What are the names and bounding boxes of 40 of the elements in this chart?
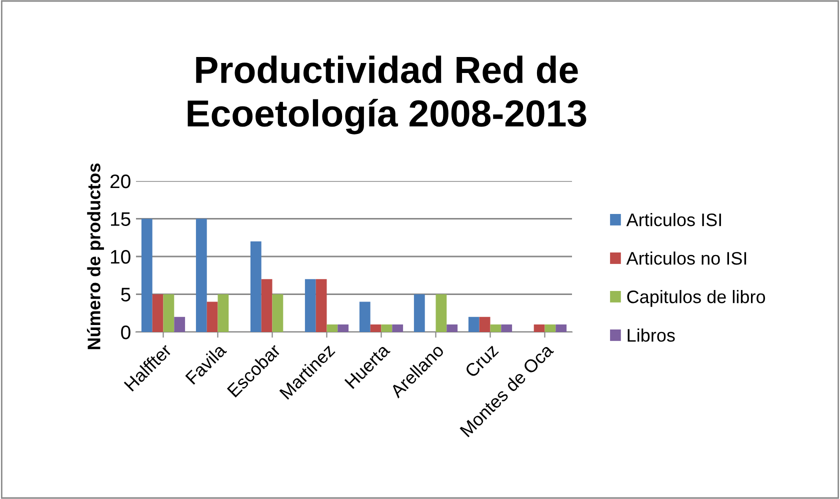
legend-label: Articulos ISI — [626, 212, 721, 226]
bar — [501, 324, 512, 332]
bar — [163, 294, 174, 332]
bar — [534, 324, 545, 332]
bar — [414, 294, 425, 332]
x-tick-label: Cruz — [464, 343, 499, 378]
bar — [556, 324, 567, 332]
bar — [316, 279, 327, 332]
bar — [141, 218, 152, 332]
y-tick-label: 15 — [110, 212, 130, 226]
legend-label: Libros — [628, 328, 675, 342]
legend-label: Articulos no ISI — [626, 251, 746, 265]
bar — [304, 279, 316, 332]
bar — [381, 324, 392, 332]
y-tick-label: 5 — [121, 288, 130, 302]
bar — [479, 316, 490, 332]
bar — [196, 218, 207, 332]
y-tick-label: 20 — [110, 174, 130, 188]
y-tick-label: 0 — [121, 325, 130, 340]
y-axis-title: Número de productos — [86, 163, 104, 350]
bar — [272, 294, 284, 332]
bar — [218, 294, 229, 332]
bar — [250, 241, 262, 332]
bar — [174, 316, 186, 332]
bar — [326, 324, 338, 332]
bar — [544, 324, 556, 332]
legend-label: Capitulos de libro — [627, 290, 766, 307]
bar — [338, 324, 349, 332]
y-tick-label: 10 — [110, 250, 130, 264]
chart-title: Productividad Red de Ecoetología 2008-2013 — [188, 56, 586, 134]
bar — [152, 294, 164, 332]
bar — [436, 294, 447, 332]
bar — [359, 302, 370, 332]
bar — [446, 324, 458, 332]
bar — [392, 324, 404, 332]
bar — [261, 279, 272, 332]
bar — [490, 324, 502, 332]
bar — [468, 316, 480, 332]
bar — [206, 302, 218, 332]
bar — [370, 324, 382, 332]
